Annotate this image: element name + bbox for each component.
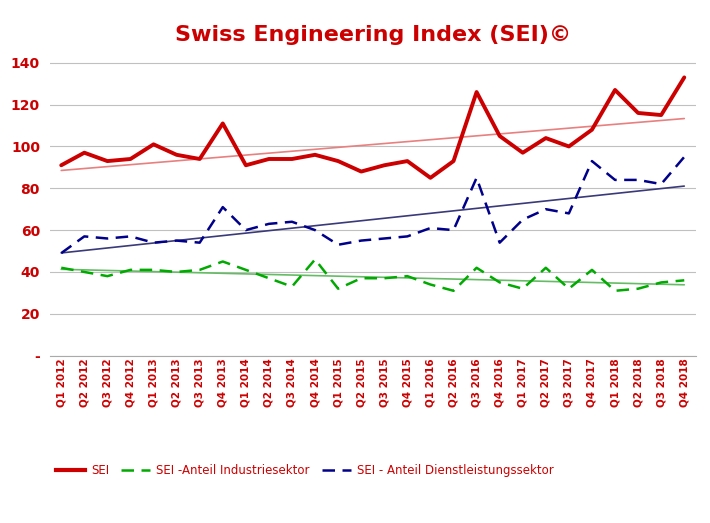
Title: Swiss Engineering Index (SEI)©: Swiss Engineering Index (SEI)©: [175, 25, 571, 45]
Legend: SEI, SEI -Anteil Industriesektor, SEI - Anteil Dienstleistungssektor: SEI, SEI -Anteil Industriesektor, SEI - …: [55, 464, 554, 477]
